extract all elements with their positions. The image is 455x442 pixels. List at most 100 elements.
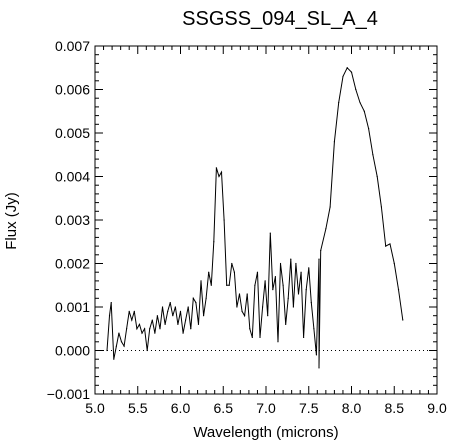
data-point	[215, 167, 218, 169]
chart-title: SSGSS_094_SL_A_4	[182, 8, 378, 30]
data-point	[261, 306, 264, 308]
data-point	[108, 315, 111, 317]
y-tick-label: 0.007	[55, 38, 90, 54]
data-point	[246, 293, 248, 295]
data-point	[177, 323, 179, 325]
data-point	[285, 323, 287, 325]
x-tick-label: 8.0	[342, 400, 362, 416]
data-point	[368, 128, 370, 130]
data-point	[389, 243, 391, 245]
data-point	[238, 293, 241, 295]
data-point	[223, 219, 225, 221]
x-tick-label: 7.0	[256, 400, 276, 416]
data-point	[318, 367, 320, 369]
data-point	[228, 284, 230, 286]
data-point	[346, 67, 348, 69]
data-point	[329, 206, 331, 208]
data-point	[295, 262, 297, 265]
series-line	[106, 66, 404, 368]
y-tick-label: 0.000	[55, 343, 90, 359]
tick-layer: 5.0 5.5 6.0 6.5 7.0 7.5 8.0 8.5 9.0 −0.001 0.000 0.…	[47, 38, 447, 416]
data-point	[182, 332, 184, 334]
plot-frame	[94, 45, 438, 395]
data-point	[279, 262, 282, 265]
data-point	[113, 358, 115, 360]
data-point	[233, 271, 235, 273]
data-point	[318, 258, 320, 260]
y-tick-label: 0.005	[55, 125, 90, 141]
data-point	[313, 328, 315, 330]
data-point	[287, 297, 289, 299]
data-point	[272, 289, 274, 291]
data-point	[359, 101, 361, 104]
data-point	[167, 310, 169, 312]
data-point	[192, 297, 194, 299]
data-point	[338, 101, 340, 104]
data-point	[120, 341, 123, 343]
data-point	[187, 306, 189, 308]
data-point	[174, 306, 176, 308]
data-point	[146, 349, 148, 352]
data-point	[156, 315, 159, 317]
data-points	[106, 67, 404, 369]
data-point	[363, 110, 365, 112]
y-axis-label: Flux (Jy)	[3, 192, 20, 250]
data-point	[179, 310, 182, 312]
data-point	[231, 262, 233, 265]
data-point	[325, 228, 327, 230]
data-point	[236, 306, 238, 308]
x-tick-label: 8.5	[385, 400, 405, 416]
data-point	[133, 310, 135, 312]
y-tick-label: 0.006	[55, 82, 90, 98]
data-point	[402, 319, 404, 321]
data-point	[161, 306, 164, 308]
data-point	[128, 310, 130, 312]
data-point	[138, 323, 141, 325]
data-point	[320, 249, 322, 252]
data-point	[159, 328, 161, 330]
data-point	[310, 302, 312, 304]
data-point	[106, 349, 108, 352]
x-tick-label: 9.0	[427, 400, 447, 416]
data-point	[200, 280, 202, 282]
data-point	[205, 297, 207, 299]
data-point	[264, 280, 266, 282]
data-point	[303, 336, 305, 339]
data-point	[385, 245, 387, 247]
x-tick-label: 7.5	[299, 400, 319, 416]
x-tick-label: 5.5	[128, 400, 148, 416]
data-point	[372, 154, 374, 156]
data-point	[195, 302, 197, 304]
data-point	[342, 75, 344, 78]
y-tick-label: −0.001	[47, 386, 90, 402]
data-point	[220, 171, 223, 173]
y-tick-label: 0.002	[55, 256, 90, 272]
data-point	[333, 141, 335, 143]
data-point	[185, 319, 187, 321]
data-point	[297, 293, 300, 295]
x-tick-label: 5.0	[85, 400, 105, 416]
data-point	[110, 302, 112, 304]
data-point	[254, 284, 256, 286]
data-point	[256, 271, 259, 273]
data-point	[226, 284, 228, 286]
y-tick-label: 0.003	[55, 212, 90, 228]
data-point	[149, 328, 151, 330]
data-point	[376, 175, 378, 178]
data-point	[350, 71, 353, 73]
data-point	[213, 241, 215, 243]
data-point	[143, 328, 146, 330]
data-point	[131, 319, 133, 321]
data-point	[267, 315, 269, 317]
data-point	[210, 284, 212, 286]
data-point	[141, 332, 143, 334]
data-point	[202, 315, 205, 317]
data-point	[292, 306, 294, 308]
data-point	[151, 319, 153, 321]
data-point	[282, 284, 284, 286]
x-tick-label: 6.0	[171, 400, 191, 416]
data-point	[300, 271, 302, 273]
data-point	[154, 332, 156, 334]
data-point	[274, 275, 277, 278]
